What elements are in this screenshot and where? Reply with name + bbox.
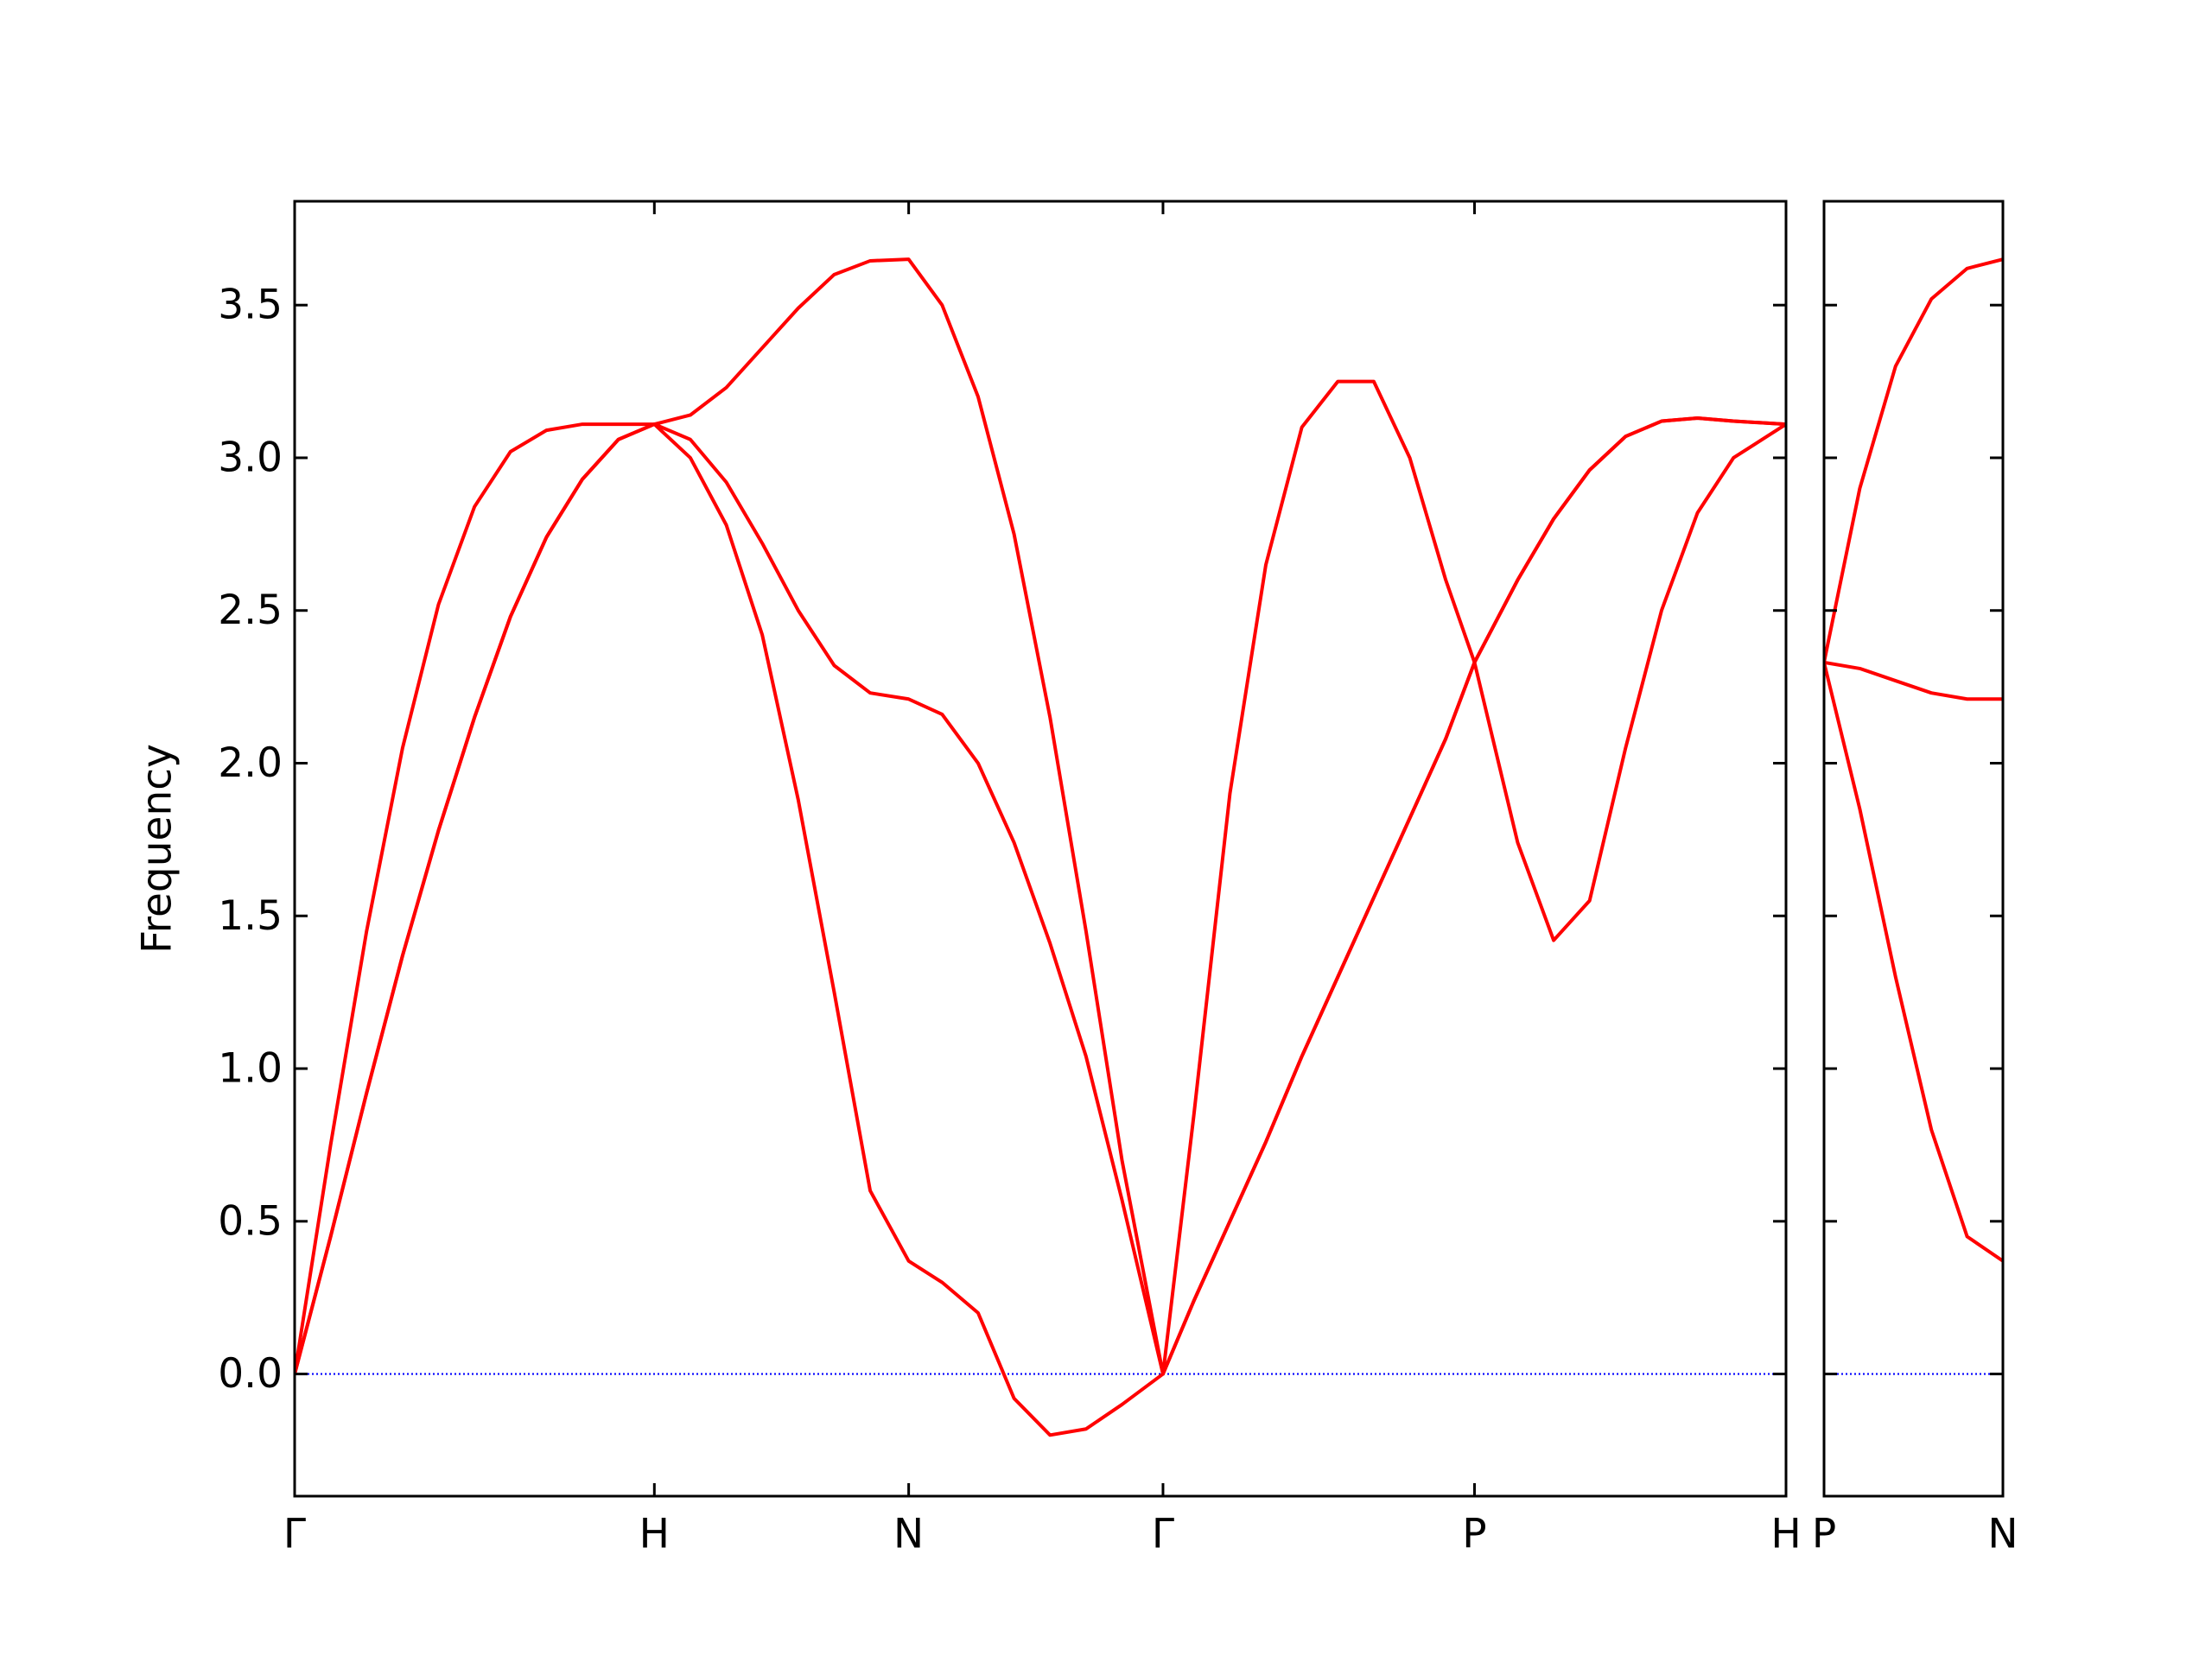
x-tick-label: N (893, 1511, 924, 1558)
x-tick-label: N (1987, 1511, 2018, 1558)
x-tick-label: H (1770, 1511, 1801, 1558)
band-line (295, 257, 1786, 1376)
plot-area (295, 257, 1786, 1437)
axes-frame (1822, 200, 2005, 1498)
band-line (295, 422, 1786, 1437)
band-line (295, 416, 1786, 1376)
y-tick-label: 0.5 (218, 1197, 283, 1245)
y-tick-label: 1.0 (218, 1045, 283, 1093)
x-tick-label: P (1462, 1511, 1486, 1558)
band-line (1824, 662, 2003, 1263)
y-tick-label: 3.5 (218, 282, 283, 329)
plot-area (1824, 257, 2003, 1263)
x-tick-label: Γ (283, 1511, 306, 1558)
x-tick-label: H (639, 1511, 670, 1558)
band-line (1824, 257, 2003, 663)
y-tick-label: 1.5 (218, 892, 283, 940)
axes-frame (293, 200, 1788, 1498)
y-axis-label: Frequency (134, 744, 181, 954)
x-tick-label: P (1812, 1511, 1836, 1558)
y-tick-label: 3.0 (218, 434, 283, 481)
y-tick-label: 2.0 (218, 739, 283, 787)
y-tick-label: 2.5 (218, 587, 283, 634)
x-tick-label: Γ (1152, 1511, 1174, 1558)
band-line (1824, 660, 2003, 701)
y-tick-label: 0.0 (218, 1350, 283, 1398)
